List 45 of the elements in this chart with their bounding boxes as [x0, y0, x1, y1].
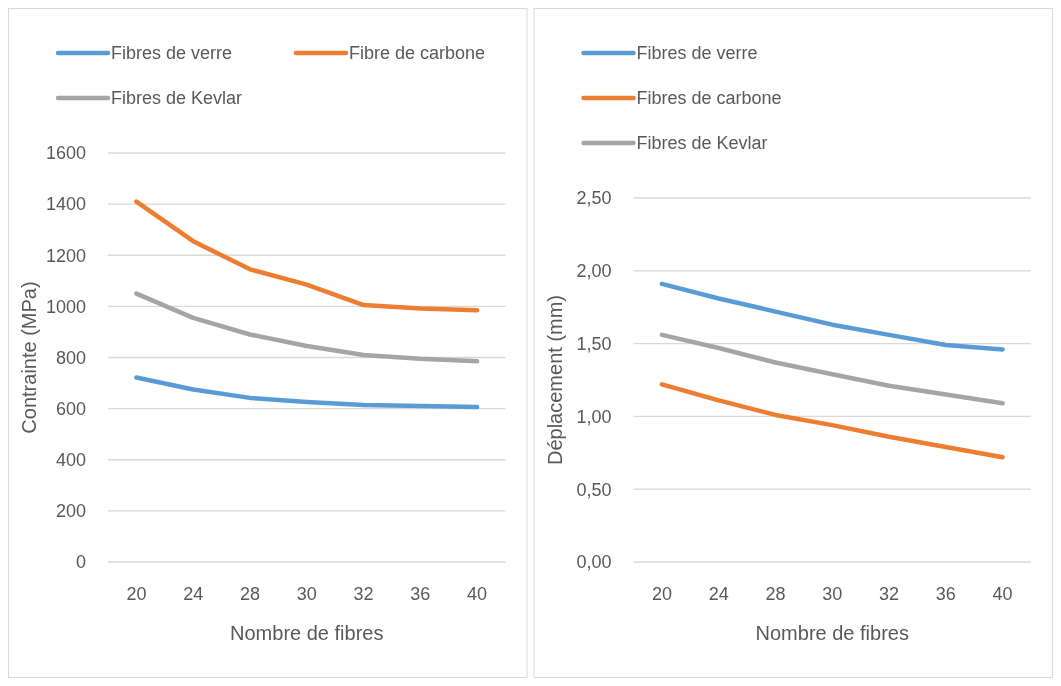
x-tick-label: 40 — [467, 584, 488, 604]
legend-label: Fibre de carbone — [349, 43, 486, 63]
y-tick-label: 2,50 — [576, 188, 612, 209]
x-tick-label: 28 — [765, 584, 786, 604]
y-tick-label: 1200 — [45, 245, 86, 266]
legend-label: Fibres de verre — [111, 43, 233, 63]
y-axis-title: Déplacement (mm) — [543, 294, 566, 466]
y-tick-label: 400 — [55, 450, 86, 471]
x-axis-title: Nombre de fibres — [755, 622, 909, 644]
legend-label: Fibres de verre — [636, 43, 758, 63]
x-tick-label: 30 — [822, 584, 843, 604]
y-axis-title: Contrainte (MPa) — [18, 281, 40, 434]
y-tick-label: 0 — [75, 552, 86, 573]
x-tick-label: 24 — [708, 584, 729, 604]
x-tick-label: 24 — [183, 584, 204, 604]
x-axis-title: Nombre de fibres — [230, 622, 384, 644]
line-series — [134, 199, 480, 313]
y-tick-label: 2,00 — [576, 261, 612, 282]
x-tick-label: 40 — [992, 584, 1013, 604]
y-tick-label: 1000 — [45, 296, 86, 317]
x-tick-label: 32 — [353, 584, 374, 604]
y-tick-label: 600 — [55, 398, 86, 419]
x-tick-label: 32 — [879, 584, 900, 604]
legend-label: Fibres de carbone — [636, 88, 782, 108]
y-tick-label: 200 — [55, 501, 86, 522]
line-series — [659, 382, 1005, 460]
y-tick-label: 0,00 — [576, 552, 612, 573]
line-series — [659, 281, 1005, 352]
y-tick-label: 1,50 — [576, 333, 612, 354]
x-tick-label: 20 — [651, 584, 672, 604]
y-tick-label: 0,50 — [576, 479, 612, 500]
x-tick-label: 36 — [935, 584, 956, 604]
x-tick-label: 36 — [410, 584, 431, 604]
x-tick-label: 30 — [296, 584, 317, 604]
line-series — [134, 291, 480, 364]
legend-label: Fibres de Kevlar — [111, 88, 243, 108]
y-tick-label: 1,00 — [576, 406, 612, 427]
line-series — [134, 375, 480, 410]
line-series — [659, 332, 1005, 406]
legend-label: Fibres de Kevlar — [636, 133, 768, 153]
y-tick-label: 1400 — [45, 194, 86, 215]
x-tick-label: 28 — [239, 584, 260, 604]
y-tick-label: 1600 — [45, 143, 86, 164]
y-tick-label: 800 — [55, 347, 86, 368]
x-tick-label: 20 — [126, 584, 147, 604]
